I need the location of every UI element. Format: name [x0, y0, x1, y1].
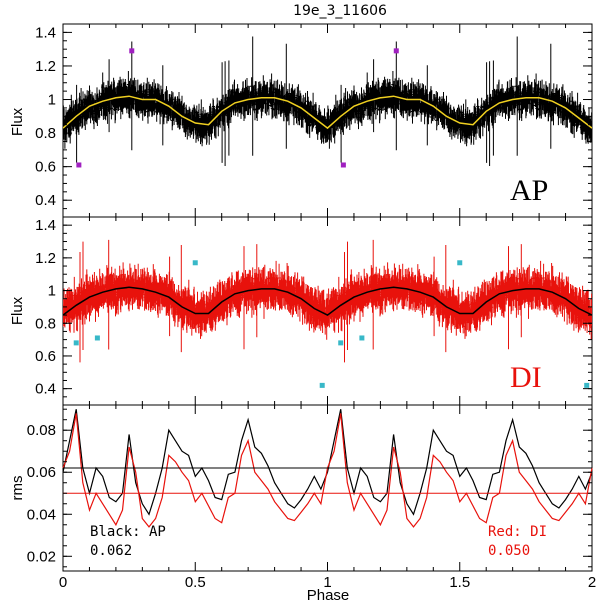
di-panel-label: DI [510, 361, 542, 394]
di-model-curve [63, 286, 592, 316]
rms-y-tick-label: 0.08 [27, 422, 56, 439]
x-axis-label: Phase [307, 587, 350, 604]
di-outlier-point [584, 382, 590, 388]
ap-outlier-point [340, 162, 346, 168]
di-outlier-point [338, 340, 344, 346]
di-outlier-point [73, 340, 79, 346]
chart-title: 19e_3_11606 [293, 3, 387, 19]
rms-panel [62, 409, 593, 528]
x-tick-label: 0.5 [185, 574, 206, 591]
rms-ap-line [62, 409, 593, 516]
legend-di-text: Red: DI [488, 524, 547, 540]
di-data-points [63, 239, 592, 363]
ap-y-tick-label: 0.6 [35, 159, 56, 176]
x-tick-label: 1.5 [449, 574, 470, 591]
ap-model-curve [63, 95, 592, 130]
rms-y-axis-label: rms [9, 476, 26, 501]
legend-di-value: 0.050 [488, 543, 530, 559]
di-outlier-point [457, 260, 463, 266]
di-y-axis-label: Flux [9, 296, 26, 325]
di-outlier-point [94, 335, 100, 341]
x-tick-label: 1 [323, 574, 331, 591]
di-y-tick-label: 0.6 [35, 348, 56, 365]
axes: 0.4 0.6 0.8 1 1.2 1.4 0.4 0.6 0.8 1 1.2 1.4 0.02 0.04… [27, 24, 596, 591]
ap-outlier-point [393, 48, 399, 54]
ap-outlier-point [76, 162, 82, 168]
rms-y-tick-label: 0.02 [27, 548, 56, 565]
x-tick-label: 2 [588, 574, 596, 591]
rms-y-tick-label: 0.06 [27, 464, 56, 481]
ap-y-tick-label: 1.4 [35, 24, 56, 41]
ap-y-tick-label: 1 [48, 92, 56, 109]
di-y-tick-label: 0.8 [35, 315, 56, 332]
di-outlier-point [319, 382, 325, 388]
di-y-tick-label: 1.2 [35, 250, 56, 267]
di-y-tick-label: 0.4 [35, 381, 56, 398]
di-outlier-point [192, 260, 198, 266]
di-y-tick-label: 1.4 [35, 217, 56, 234]
di-outlier-point [359, 335, 365, 341]
ap-y-tick-label: 0.4 [35, 192, 56, 209]
ap-y-tick-label: 1.2 [35, 58, 56, 75]
ap-y-tick-label: 0.8 [35, 125, 56, 142]
x-tick-label: 0 [59, 574, 67, 591]
ap-data-points [63, 36, 592, 166]
ap-y-axis-label: Flux [9, 107, 26, 136]
ap-panel [63, 36, 592, 168]
ap-panel-label: AP [510, 174, 548, 207]
rms-di-line [62, 413, 593, 528]
rms-y-tick-label: 0.04 [27, 506, 56, 523]
di-panel [63, 239, 592, 388]
ap-outlier-point [129, 48, 135, 54]
legend-ap-value: 0.062 [90, 543, 132, 559]
di-y-tick-label: 1 [48, 283, 56, 300]
legend-ap-text: Black: AP [90, 524, 166, 540]
